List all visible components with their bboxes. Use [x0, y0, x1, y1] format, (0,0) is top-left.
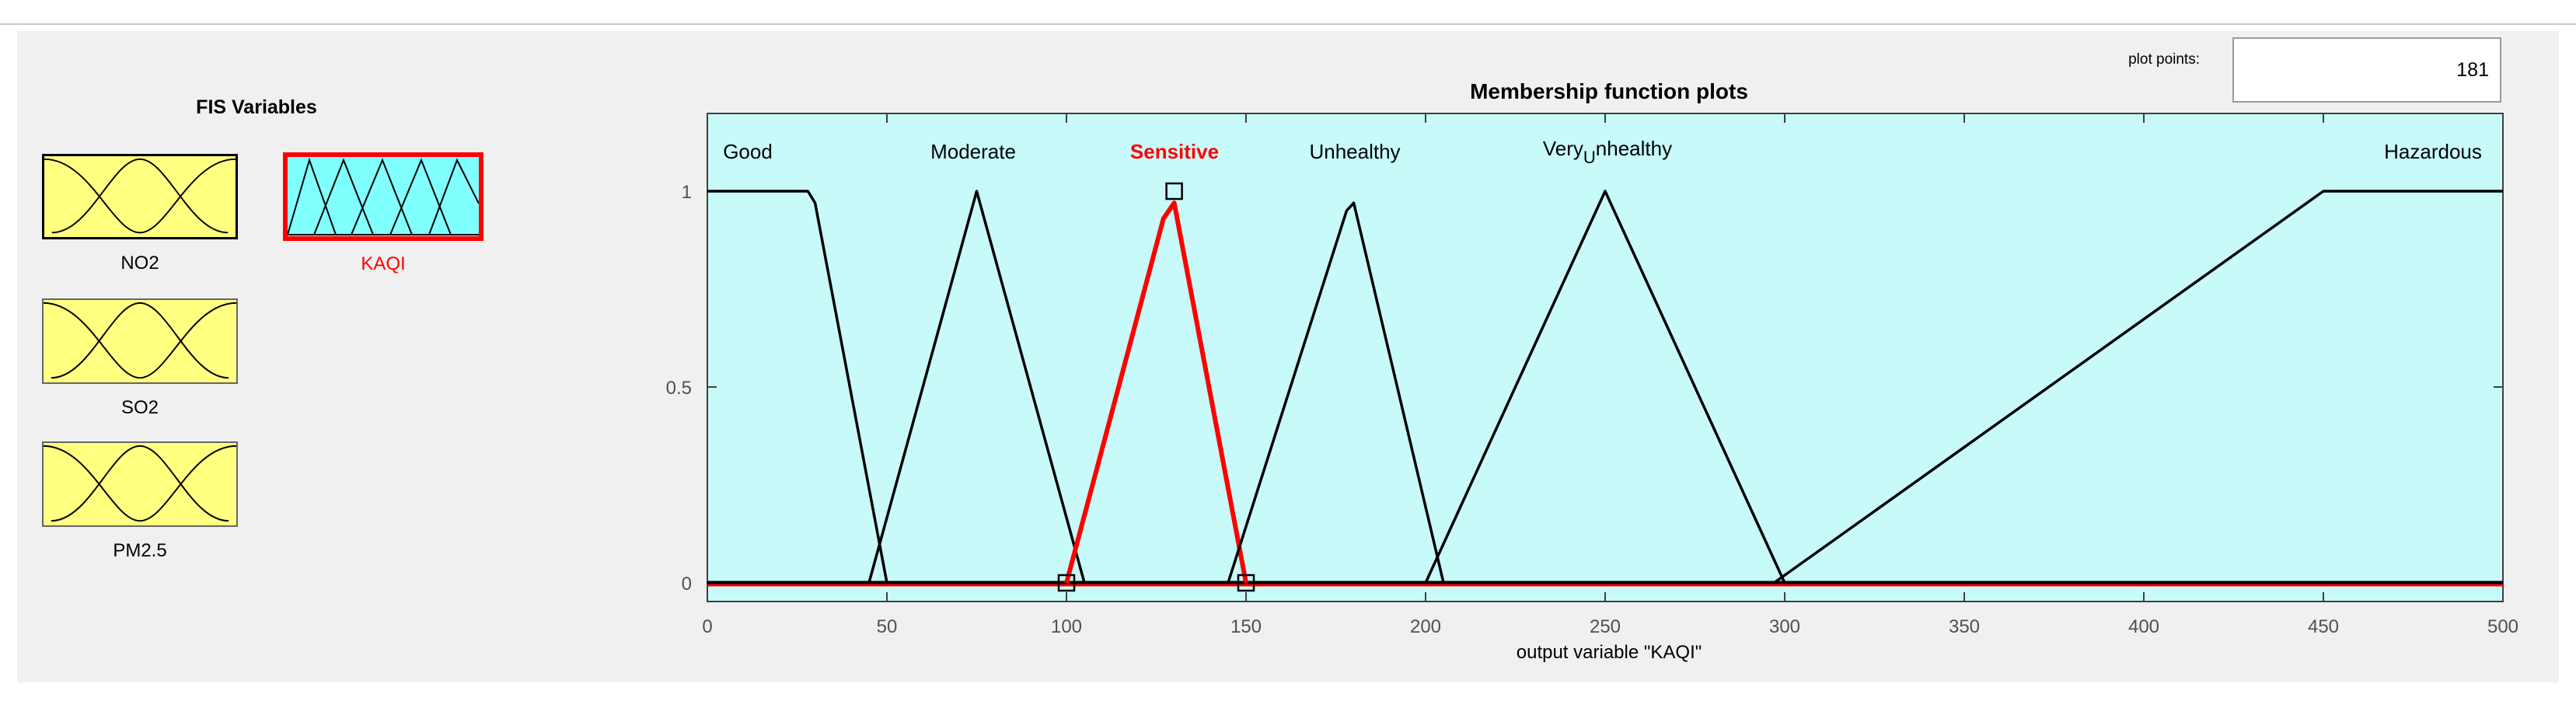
x-tick-label: 450	[2308, 616, 2339, 637]
fis-variables-title: FIS Variables	[196, 96, 317, 118]
input-variable-label: SO2	[120, 397, 159, 418]
mf-label-unhealthy: Unhealthy	[1309, 140, 1400, 163]
x-tick-label: 200	[1410, 616, 1441, 637]
x-tick-label: 0	[702, 616, 712, 637]
y-tick-label: 1	[682, 182, 692, 203]
plot-title: Membership function plots	[1470, 79, 1748, 103]
input-variable-label: PM2.5	[113, 540, 167, 561]
mf-handle[interactable]	[1237, 574, 1255, 592]
mf-label-sensitive: Sensitive	[1130, 140, 1219, 163]
mf-thumbnail-icon	[42, 154, 238, 239]
output-variable-label: KAQI	[361, 253, 406, 274]
plot-area	[707, 113, 2504, 602]
mf-curve-veryunhealthy	[1424, 190, 1786, 584]
mf-thumbnail-icon	[283, 152, 483, 241]
x-tick-label: 100	[1051, 616, 1082, 637]
y-tick-label: 0	[682, 574, 692, 595]
x-tick-label: 50	[877, 616, 898, 637]
input-variable-pm25[interactable]: PM2.5	[42, 441, 238, 561]
x-tick-label: 350	[1949, 616, 1980, 637]
x-tick-label: 500	[2487, 616, 2518, 637]
mf-thumbnail-icon	[42, 298, 238, 384]
x-tick-label: 150	[1230, 616, 1262, 637]
mf-label-good: Good	[723, 140, 773, 163]
mf-curve-hazardous	[1773, 190, 2503, 584]
plot-points-input[interactable]	[2232, 37, 2501, 103]
x-axis-label: output variable "KAQI"	[1516, 642, 1702, 663]
x-tick-label: 400	[2128, 616, 2159, 637]
mf-curve-unhealthy	[1227, 201, 1445, 584]
mf-thumbnail-icon	[42, 441, 238, 527]
mf-handle[interactable]	[1057, 574, 1076, 592]
window-top-divider	[0, 23, 2576, 25]
mf-curve-good	[707, 190, 888, 584]
x-tick-label: 300	[1769, 616, 1800, 637]
mf-label-moderate: Moderate	[930, 140, 1016, 163]
x-tick-label: 250	[1590, 616, 1621, 637]
mf-handle[interactable]	[1165, 182, 1183, 201]
plot-points-label: plot points:	[2128, 51, 2200, 68]
input-variable-so2[interactable]: SO2	[42, 298, 238, 418]
mf-label-veryunhealthy: VeryUnhealthy	[1543, 137, 1672, 167]
mf-curve-moderate	[867, 190, 1086, 584]
mf-curve-sensitive	[1064, 201, 1248, 584]
mf-label-hazardous: Hazardous	[2384, 140, 2482, 163]
input-variable-no2[interactable]: NO2	[42, 154, 238, 274]
input-variable-label: NO2	[120, 253, 159, 274]
output-variable-kaqi[interactable]: KAQI	[283, 152, 483, 280]
y-tick-label: 0.5	[666, 378, 692, 399]
